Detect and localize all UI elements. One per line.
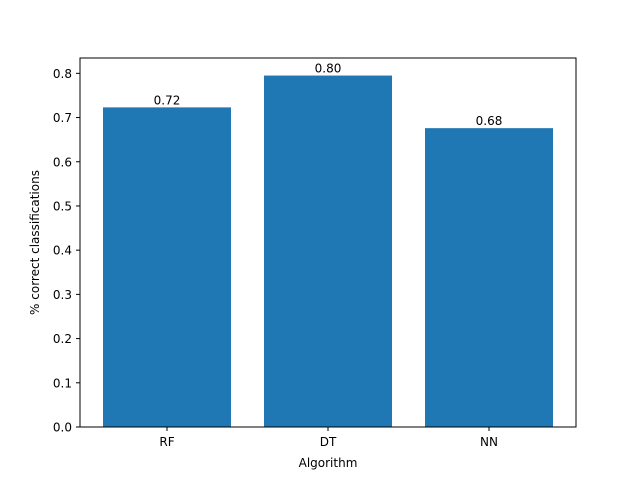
x-tick-label-rf: RF	[159, 435, 174, 449]
y-tick-label-3: 0.3	[53, 288, 72, 302]
value-label-rf: 0.72	[154, 93, 181, 107]
y-axis: 0.0 0.1 0.2 0.3 0.4 0.5 0.6 0.7 0.8	[53, 67, 80, 435]
y-tick-label-0: 0.0	[53, 421, 72, 435]
value-labels: 0.72 0.80 0.68	[154, 62, 503, 129]
y-tick-label-6: 0.6	[53, 155, 72, 169]
y-tick-label-8: 0.8	[53, 67, 72, 81]
y-tick-label-2: 0.2	[53, 332, 72, 346]
y-tick-label-7: 0.7	[53, 111, 72, 125]
value-label-nn: 0.68	[476, 114, 503, 128]
y-tick-label-4: 0.4	[53, 244, 72, 258]
x-axis-label: Algorithm	[299, 456, 358, 470]
bar-dt	[264, 75, 392, 427]
x-tick-label-dt: DT	[320, 435, 337, 449]
bar-rf	[103, 107, 231, 428]
y-tick-label-1: 0.1	[53, 376, 72, 390]
y-tick-label-5: 0.5	[53, 199, 72, 213]
plot-area: 0.72 0.80 0.68	[79, 57, 577, 428]
value-label-dt: 0.80	[315, 62, 342, 76]
x-axis: RF DT NN	[159, 427, 498, 449]
y-axis-label: % correct classifications	[28, 170, 42, 315]
bars	[103, 75, 553, 428]
x-tick-label-nn: NN	[480, 435, 498, 449]
bar-nn	[425, 128, 553, 428]
